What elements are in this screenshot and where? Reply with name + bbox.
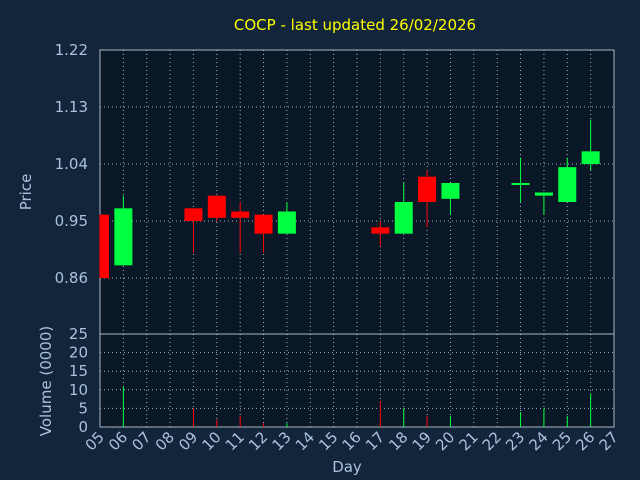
x-axis-label: Day: [332, 458, 362, 476]
x-tick-label: 19: [409, 428, 435, 454]
x-tick-label: 26: [572, 428, 598, 454]
candle-body: [100, 214, 109, 278]
x-tick-label: 24: [526, 428, 552, 454]
x-tick-label: 17: [362, 428, 388, 454]
candle-body: [418, 176, 437, 202]
volume-axis-label: Volume (0000): [37, 326, 55, 436]
candle-body: [277, 211, 296, 234]
x-tick-label: 25: [549, 428, 575, 454]
x-tick-label: 13: [269, 428, 295, 454]
candle-body: [207, 195, 226, 218]
x-tick-label: 12: [245, 428, 271, 454]
candle-body: [114, 208, 133, 266]
volume-tick-label: 0: [78, 418, 88, 436]
x-tick-label: 14: [292, 428, 318, 454]
volume-tick-label: 20: [69, 344, 88, 362]
x-tick-label: 20: [432, 428, 458, 454]
candle-body: [371, 227, 390, 234]
volume-tick-label: 5: [78, 399, 88, 417]
price-tick-label: 1.04: [55, 155, 88, 173]
volume-plot-area: [99, 333, 615, 428]
x-tick-label: 22: [479, 428, 505, 454]
x-tick-label: 10: [198, 428, 224, 454]
x-tick-label: 18: [385, 428, 411, 454]
x-tick-label: 27: [596, 428, 622, 454]
candle-body: [254, 214, 273, 234]
volume-tick-label: 10: [69, 381, 88, 399]
x-tick-label: 15: [315, 428, 341, 454]
price-plot-area: [99, 49, 615, 335]
candle-body: [394, 202, 413, 234]
x-tick-label: 09: [175, 428, 201, 454]
candle-body: [231, 211, 250, 218]
candle-body: [511, 183, 530, 185]
x-tick-label: 23: [502, 428, 528, 454]
price-tick-label: 0.95: [55, 212, 88, 230]
candle-body: [558, 167, 577, 202]
candle-body: [441, 183, 460, 199]
x-tick-label: 16: [339, 428, 365, 454]
price-tick-label: 1.13: [55, 98, 88, 116]
price-tick-label: 0.86: [55, 269, 88, 287]
price-tick-label: 1.22: [55, 41, 88, 59]
x-tick-label: 07: [128, 428, 154, 454]
price-axis-label: Price: [17, 174, 35, 211]
volume-tick-label: 25: [69, 325, 88, 343]
x-tick-label: 08: [152, 428, 178, 454]
volume-tick-label: 15: [69, 362, 88, 380]
candle-body: [184, 208, 203, 221]
candle-body: [534, 192, 553, 196]
candle-body: [581, 151, 600, 164]
x-tick-label: 06: [105, 428, 131, 454]
chart-title: COCP - last updated 26/02/2026: [234, 16, 476, 34]
x-tick-label: 21: [455, 428, 481, 454]
x-tick-label: 11: [222, 428, 248, 454]
